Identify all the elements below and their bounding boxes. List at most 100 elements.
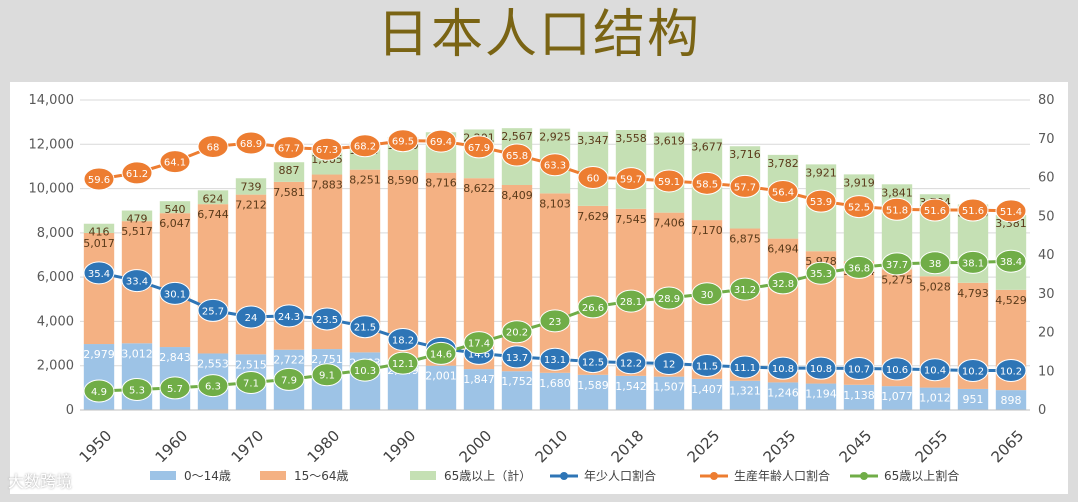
bar-segment	[121, 210, 153, 222]
bar-value-label: 1,507	[653, 381, 685, 394]
line-point-label: 17.4	[468, 339, 490, 350]
line-point	[387, 129, 419, 153]
bar-value-label: 7,629	[577, 210, 609, 223]
legend-label: 15～64歳	[294, 469, 349, 483]
line-point	[121, 377, 153, 401]
y-left-tick-label: 12,000	[29, 137, 75, 152]
y-left-tick-label: 0	[66, 403, 74, 418]
line-point-label: 7.1	[243, 378, 259, 389]
line-point-label: 33.4	[126, 277, 148, 288]
legend-swatch	[260, 471, 286, 480]
line-point-label: 68.2	[354, 142, 376, 153]
line-point-label: 69.5	[392, 137, 414, 148]
line-point	[691, 171, 723, 195]
chart-panel: 0 2,000 4,000 6,000 8,000 10,000 12,000 14,000 0…	[10, 82, 1068, 494]
line-point	[159, 150, 191, 174]
y-left-tick-label: 8,000	[37, 226, 74, 241]
bar-value-label: 7,406	[653, 217, 685, 230]
y-right-tick-label: 10	[1038, 364, 1055, 379]
line-point-label: 10.2	[1000, 366, 1022, 377]
y-right-tick-label: 80	[1038, 93, 1055, 108]
line-point	[615, 289, 647, 313]
line-point-label: 59.7	[620, 175, 642, 186]
bar-value-label: 3,677	[691, 141, 723, 154]
bar-value-label: 624	[203, 192, 224, 205]
line-point-label: 51.4	[1000, 207, 1022, 218]
line-point-label: 10.6	[886, 365, 908, 376]
bar-value-label: 479	[127, 213, 148, 226]
legend-swatch-marker	[710, 472, 718, 480]
line-point	[539, 347, 571, 371]
line-point-label: 51.8	[886, 205, 908, 216]
line-point	[387, 327, 419, 351]
y-left-tick-label: 2,000	[37, 359, 74, 374]
x-tick-label: 1970	[228, 427, 268, 467]
x-tick-label: 2018	[608, 427, 648, 467]
bar-value-label: 898	[1001, 394, 1022, 407]
bar-value-label: 2,751	[311, 353, 343, 366]
line-point-label: 14.6	[468, 349, 490, 360]
bar-segment	[235, 178, 267, 195]
line-point-label: 10.3	[354, 366, 376, 377]
bar-value-label: 4,529	[995, 294, 1027, 307]
line-point-label: 13.1	[544, 355, 566, 366]
bar-value-label: 3,921	[805, 166, 837, 179]
bar-segment	[83, 232, 115, 345]
bar-value-label: 1,246	[767, 386, 799, 399]
bar-segment	[159, 201, 191, 214]
line-point-label: 13.7	[506, 353, 528, 364]
line-point-label: 58.5	[696, 179, 718, 190]
bar-value-label: 540	[165, 203, 186, 216]
line-point	[273, 136, 305, 160]
population-chart: 0 2,000 4,000 6,000 8,000 10,000 12,000 14,000 0…	[29, 93, 1055, 483]
bar-value-label: 1,407	[691, 383, 723, 396]
bar-value-label: 1,680	[539, 377, 571, 390]
bar-segment	[159, 213, 191, 348]
bar-value-label: 5,275	[881, 273, 913, 286]
line-point-label: 52.5	[848, 203, 870, 214]
bar-value-label: 1,321	[729, 385, 761, 398]
legend-label: 0～14歳	[184, 469, 231, 483]
line-point	[577, 166, 609, 189]
bar-value-label: 1,194	[805, 388, 837, 401]
bar-value-label: 8,716	[425, 177, 457, 190]
line-point	[615, 351, 647, 375]
line-point-label: 23	[549, 317, 562, 328]
line-point	[121, 161, 153, 185]
line-point	[767, 356, 799, 380]
bar-value-label: 2,925	[539, 131, 571, 144]
line-point	[463, 331, 495, 355]
line-point-label: 11.1	[734, 363, 756, 374]
line-point-label: 26.6	[582, 303, 604, 314]
legend-swatch-marker	[860, 472, 868, 480]
line-point-label: 12.1	[392, 359, 414, 370]
bar-segment	[691, 378, 723, 410]
legend-swatch	[150, 471, 176, 480]
bar-value-label: 1,077	[881, 390, 913, 403]
line-point-label: 10.8	[772, 364, 794, 375]
bar-value-label: 1,012	[919, 392, 951, 405]
line-point-label: 64.1	[164, 158, 186, 169]
line-point	[463, 135, 495, 159]
line-point	[121, 269, 153, 293]
bar-segment	[843, 384, 875, 410]
line-point	[197, 374, 229, 398]
line-point-label: 28.1	[620, 297, 642, 308]
line-point	[577, 350, 609, 374]
line-point	[83, 167, 115, 191]
bar-value-label: 3,716	[729, 148, 761, 161]
x-tick-label: 1950	[76, 427, 116, 467]
bar-value-label: 7,212	[235, 199, 267, 212]
y-right-tick-label: 50	[1038, 209, 1055, 224]
line-point-label: 51.6	[924, 206, 946, 217]
y-right-tick-label: 70	[1038, 132, 1055, 147]
bar-segment	[919, 387, 951, 410]
line-point-label: 5.3	[129, 385, 145, 396]
bar-segment	[577, 374, 609, 410]
bar-segment	[83, 223, 115, 233]
x-tick-label: 2025	[684, 427, 724, 467]
bar-segment	[653, 376, 685, 410]
bar-value-label: 6,744	[197, 208, 229, 221]
line-point	[273, 367, 305, 391]
line-point-label: 57.7	[734, 182, 756, 193]
